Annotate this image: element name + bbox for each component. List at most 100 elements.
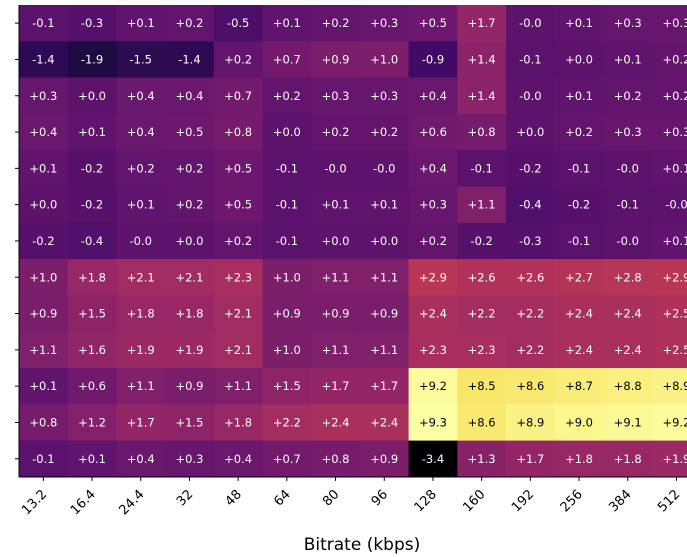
heatmap-cell <box>359 368 410 405</box>
cell-value-label: +0.3 <box>419 198 447 212</box>
heatmap-cell <box>19 41 69 79</box>
cell-value-label: +2.7 <box>565 270 593 284</box>
cell-value-label: -0.0 <box>373 161 395 175</box>
cell-value-label: +9.2 <box>419 379 447 393</box>
cell-value-label: +8.8 <box>614 379 642 393</box>
cell-value-label: +2.2 <box>516 307 544 321</box>
cell-value-label: -0.9 <box>422 52 444 66</box>
heatmap-cell <box>457 77 507 115</box>
cell-value-label: +0.0 <box>78 89 106 103</box>
heatmap-cell <box>506 186 556 224</box>
cell-value-label: -0.1 <box>617 198 639 212</box>
heatmap-cell <box>19 404 69 442</box>
heatmap-cell <box>506 440 556 478</box>
cell-value-label: +1.4 <box>468 52 496 66</box>
heatmap-cell <box>652 259 687 296</box>
x-tick-label: 160 <box>460 487 488 515</box>
heatmap-cell <box>506 295 556 333</box>
cell-value-label: +1.8 <box>78 270 106 284</box>
cell-value-label: +0.4 <box>29 125 57 139</box>
heatmap-cell <box>311 186 361 224</box>
heatmap-cell <box>116 150 166 188</box>
heatmap-cell <box>262 440 312 478</box>
cell-value-label: +0.3 <box>29 89 57 103</box>
cell-value-label: +8.5 <box>468 379 496 393</box>
heatmap-cell <box>652 295 687 333</box>
cell-value-label: +1.0 <box>370 52 398 66</box>
cell-value-label: -0.0 <box>324 161 346 175</box>
cell-value-label: +0.2 <box>370 125 398 139</box>
heatmap-cell <box>359 113 410 151</box>
heatmap-cell <box>67 77 117 115</box>
cell-value-label: -0.5 <box>227 16 249 30</box>
cell-value-label: +0.4 <box>419 89 447 103</box>
heatmap-cell <box>19 331 69 369</box>
x-tick-label: 192 <box>509 487 537 515</box>
cell-value-label: +0.1 <box>78 452 106 466</box>
cell-value-label: +0.7 <box>273 52 301 66</box>
cell-value-label: +1.7 <box>516 452 544 466</box>
heatmap-cell <box>311 259 361 296</box>
heatmap-cell <box>408 331 458 369</box>
cell-value-label: +1.6 <box>78 343 106 357</box>
heatmap-cell <box>311 295 361 333</box>
cell-value-label: +0.9 <box>273 307 301 321</box>
cell-value-label: +0.5 <box>224 161 252 175</box>
cell-value-label: -0.2 <box>470 234 492 248</box>
heatmap-cell <box>19 113 69 151</box>
cell-value-label: +0.4 <box>127 452 155 466</box>
heatmap-cell <box>603 440 653 478</box>
cell-value-label: +2.1 <box>127 270 155 284</box>
cell-value-label: +2.9 <box>419 270 447 284</box>
heatmap-cell <box>603 259 653 296</box>
cell-value-label: -0.4 <box>81 234 103 248</box>
heatmap-cell <box>359 150 410 188</box>
heatmap-cell <box>165 186 215 224</box>
cell-value-label: +2.4 <box>614 307 642 321</box>
heatmap-cell <box>213 5 264 42</box>
cell-value-label: +0.0 <box>29 198 57 212</box>
cell-value-label: -0.1 <box>568 234 590 248</box>
heatmap-cell <box>213 222 264 260</box>
cell-value-label: +0.0 <box>370 234 398 248</box>
cell-value-label: -1.4 <box>178 52 200 66</box>
cell-value-label: -0.0 <box>665 198 687 212</box>
cell-value-label: +9.3 <box>419 415 447 429</box>
cell-value-label: -0.0 <box>519 16 541 30</box>
cell-value-label: +0.2 <box>175 198 203 212</box>
cell-value-label: +2.3 <box>224 270 252 284</box>
heatmap-cell <box>408 440 458 478</box>
cell-value-label: +1.7 <box>127 415 155 429</box>
heatmap-cell <box>554 41 604 79</box>
heatmap-cell <box>506 404 556 442</box>
cell-value-label: -1.5 <box>130 52 152 66</box>
cell-value-label: +0.8 <box>468 125 496 139</box>
x-axis-ticks: 13.2 16.4 24.4 32 48 64 80 96 128 160 192 256 384 512 <box>19 476 683 518</box>
cell-value-label: +0.2 <box>419 234 447 248</box>
cell-value-label: +1.7 <box>370 379 398 393</box>
heatmap-cell <box>359 440 410 478</box>
cell-value-label: +0.1 <box>29 161 57 175</box>
heatmap-cell <box>359 331 410 369</box>
x-tick-label: 256 <box>558 487 586 515</box>
cell-value-label: +0.2 <box>322 16 350 30</box>
heatmap-cell <box>359 186 410 224</box>
heatmap-cell <box>457 404 507 442</box>
heatmap-cell <box>554 331 604 369</box>
heatmap-cell <box>652 440 687 478</box>
heatmap-cell <box>603 331 653 369</box>
cell-value-label: +0.7 <box>224 89 252 103</box>
heatmap-cell <box>19 77 69 115</box>
cell-value-label: +0.6 <box>419 125 447 139</box>
cell-value-label: +1.9 <box>175 343 203 357</box>
heatmap-cell <box>603 150 653 188</box>
cell-value-label: +8.9 <box>662 379 687 393</box>
cell-value-label: +2.4 <box>322 415 350 429</box>
heatmap-cell <box>165 404 215 442</box>
cell-value-label: +0.4 <box>127 89 155 103</box>
cell-value-label: +0.3 <box>370 16 398 30</box>
cell-value-label: +1.1 <box>322 270 350 284</box>
heatmap-cell <box>457 150 507 188</box>
cell-value-label: +0.2 <box>175 161 203 175</box>
cell-value-label: +2.1 <box>224 307 252 321</box>
